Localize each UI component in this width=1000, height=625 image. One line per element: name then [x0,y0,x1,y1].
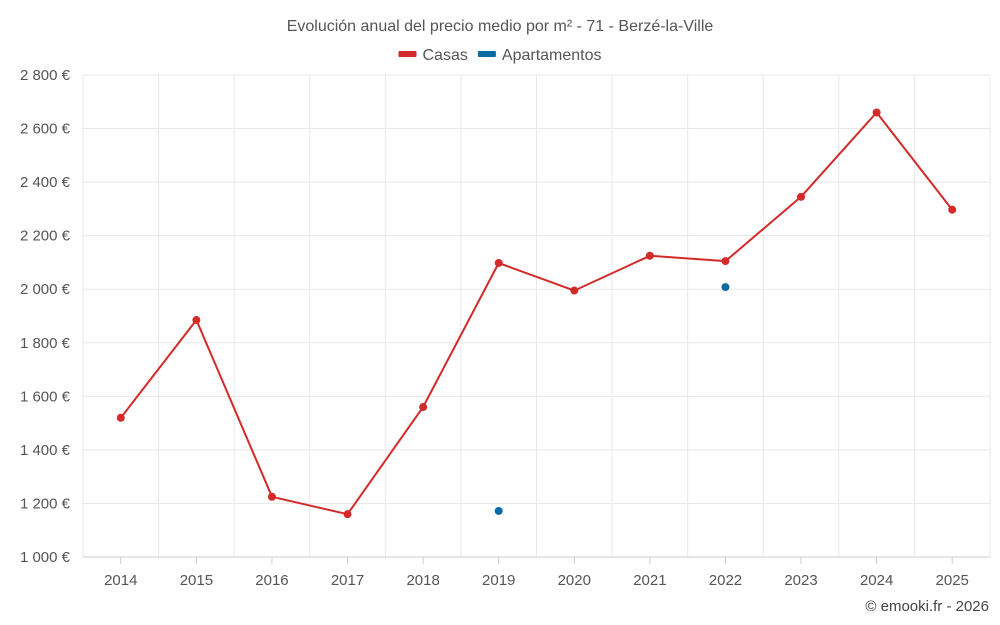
y-axis: 1 000 € 1 200 € 1 400 € 1 600 € 1 800 € 2 000… [20,67,71,566]
data-point-casas [872,108,881,117]
data-point-apartamentos [494,506,503,515]
grid [82,74,991,558]
y-tick-label: 1 600 € [20,388,71,405]
legend-label: Casas [423,47,468,64]
data-point-casas [116,413,125,422]
x-tick-label: 2025 [936,572,969,589]
data-point-casas [645,251,654,260]
x-tick-label: 2021 [633,572,666,589]
chart-title: Evolución anual del precio medio por m² … [287,18,714,35]
data-point-casas [267,492,276,501]
data-point-casas [192,316,201,325]
x-tick-label: 2023 [784,572,817,589]
x-tick-label: 2019 [482,572,515,589]
data-point-casas [419,403,428,412]
x-tick-label: 2015 [180,572,213,589]
legend-item-casas: Casas [398,47,468,64]
legend-swatch [477,51,496,57]
copyright-footer: © emooki.fr - 2026 [865,598,989,615]
y-tick-label: 1 200 € [20,495,71,512]
data-point-casas [570,286,579,295]
series-line-casas [120,111,953,516]
x-tick-label: 2024 [860,572,893,589]
x-tick-label: 2017 [331,572,364,589]
x-tick-label: 2022 [709,572,742,589]
data-point-apartamentos [721,283,730,292]
x-axis: 2014 2015 2016 2017 2018 2019 2020 2021 2022 2023… [104,557,969,589]
legend-label: Apartamentos [502,47,602,64]
data-point-casas [797,192,806,201]
y-tick-label: 2 600 € [20,121,71,138]
series-layer [116,108,957,519]
y-tick-label: 2 400 € [20,174,71,191]
y-tick-label: 1 000 € [20,549,71,566]
legend: Casas Apartamentos [398,47,602,64]
data-point-casas [494,258,503,267]
legend-swatch [398,51,417,57]
x-tick-label: 2018 [406,572,439,589]
y-tick-label: 2 200 € [20,228,71,245]
y-tick-label: 1 800 € [20,335,71,352]
y-tick-label: 2 800 € [20,67,71,84]
data-point-casas [343,510,352,519]
data-point-casas [948,205,957,214]
y-tick-label: 1 400 € [20,442,71,459]
data-point-casas [721,257,730,266]
y-tick-label: 2 000 € [20,281,71,298]
x-tick-label: 2014 [104,572,137,589]
x-tick-label: 2020 [558,572,591,589]
x-tick-label: 2016 [255,572,288,589]
legend-item-apartamentos: Apartamentos [477,47,602,64]
